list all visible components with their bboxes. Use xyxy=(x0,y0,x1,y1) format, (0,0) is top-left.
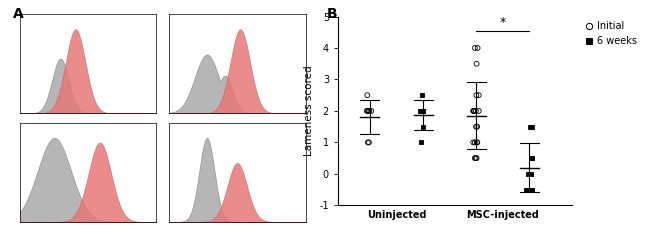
Point xyxy=(471,109,481,113)
Point xyxy=(473,46,483,50)
Point xyxy=(471,125,481,129)
Point xyxy=(418,109,428,113)
Point xyxy=(471,93,482,97)
Point xyxy=(416,140,426,144)
Text: CD105: CD105 xyxy=(70,128,105,138)
Point xyxy=(363,109,374,113)
Point xyxy=(523,172,533,176)
Point xyxy=(474,93,484,97)
Point xyxy=(417,109,428,113)
Point xyxy=(527,156,538,160)
Point xyxy=(469,109,479,113)
Text: *: * xyxy=(500,16,506,29)
Point xyxy=(523,188,533,191)
Point xyxy=(524,188,534,191)
Point xyxy=(417,125,428,129)
Text: B: B xyxy=(327,7,337,21)
Point xyxy=(363,109,373,113)
Point xyxy=(415,109,425,113)
Point xyxy=(471,156,482,160)
Point xyxy=(525,125,535,129)
Text: A: A xyxy=(13,7,24,21)
Point xyxy=(472,140,482,144)
Point xyxy=(471,62,482,66)
Point xyxy=(472,125,482,129)
Point xyxy=(472,140,482,144)
Point xyxy=(364,109,374,113)
Point xyxy=(468,109,478,113)
Point xyxy=(527,125,538,129)
Point xyxy=(527,188,538,191)
Y-axis label: Lameness scored: Lameness scored xyxy=(304,66,314,156)
Point xyxy=(470,140,480,144)
Point xyxy=(521,188,532,191)
Point xyxy=(469,109,480,113)
Point xyxy=(468,140,478,144)
Point xyxy=(364,140,374,144)
Point xyxy=(417,93,427,97)
Point xyxy=(366,109,376,113)
Point xyxy=(471,156,481,160)
Point xyxy=(474,109,484,113)
Point xyxy=(525,172,536,176)
Text: CD146: CD146 xyxy=(220,128,255,138)
Point xyxy=(468,109,478,113)
Point xyxy=(362,93,372,97)
Point xyxy=(469,156,480,160)
Point xyxy=(417,109,428,113)
Point xyxy=(526,156,536,160)
Point xyxy=(363,140,373,144)
Legend: Initial, 6 weeks: Initial, 6 weeks xyxy=(582,18,641,50)
Point xyxy=(470,46,480,50)
Point xyxy=(361,109,372,113)
